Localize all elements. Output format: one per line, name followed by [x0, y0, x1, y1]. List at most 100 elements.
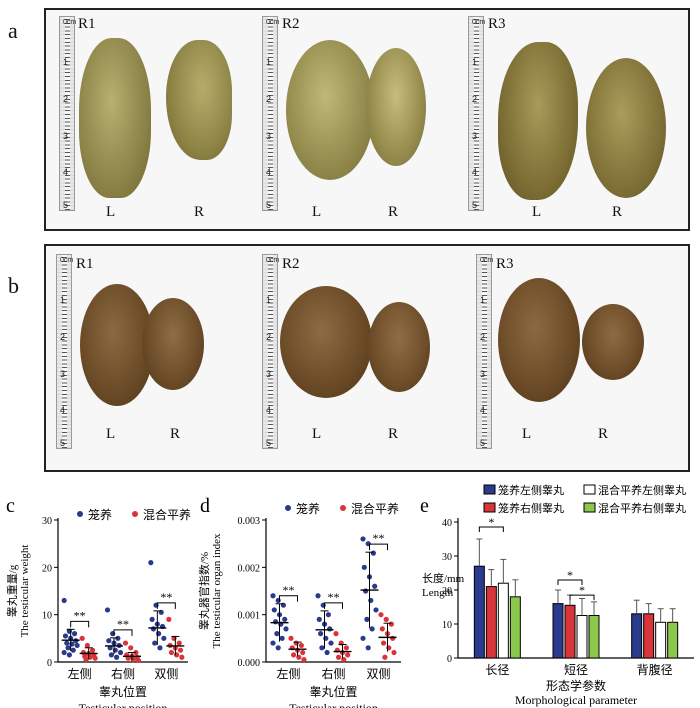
data-point [74, 642, 80, 649]
data-point [122, 640, 129, 646]
bar [509, 596, 521, 659]
data-point [315, 593, 321, 599]
data-point [112, 647, 118, 653]
ruler: 0cm 1 2 3 4 5 [59, 16, 76, 211]
legend-marker-cage [285, 505, 291, 511]
data-point [274, 631, 280, 637]
testis-right-image [586, 58, 666, 198]
bar [473, 565, 485, 659]
significance-bracket [478, 526, 504, 532]
data-point [319, 645, 325, 651]
x-tick-label: 长径 [485, 663, 509, 677]
legend-label-mixed: 混合平养 [351, 501, 399, 516]
legend-marker-mixed [132, 511, 138, 517]
right-label: R [194, 204, 205, 220]
y-axis-label-en: The testicular organ index [211, 533, 223, 648]
testis-left-image [498, 278, 580, 402]
x-axis-label-cn: 形态学参数 [546, 678, 606, 693]
data-point [66, 652, 72, 658]
legend-label: 混合平养右侧睾丸 [598, 501, 686, 515]
data-point [324, 649, 330, 656]
x-tick-label: 背腹径 [637, 663, 673, 677]
data-point [283, 626, 289, 632]
y-axis-label-cn: 睾丸重量/g [5, 564, 19, 617]
bar [643, 613, 655, 659]
sample-tag: R1 [76, 256, 94, 272]
data-point [71, 631, 78, 637]
sample-tag: R3 [496, 256, 514, 272]
testis-left-image [286, 40, 374, 180]
significance-bracket [557, 579, 583, 585]
sample-tag: R2 [282, 16, 300, 32]
x-axis-label-en: Morphological parameter [515, 693, 637, 707]
significance-bracket [113, 629, 133, 636]
ruler: 0cm 1 2 3 4 5 [476, 254, 493, 449]
sample-tag: R2 [282, 256, 300, 272]
data-point [270, 593, 276, 599]
legend-marker-cage [77, 511, 83, 517]
significance-label: ** [283, 583, 295, 597]
data-point [275, 597, 281, 604]
data-point [372, 583, 378, 589]
data-point [316, 616, 322, 622]
x-axis-label-en: Testicular position [79, 701, 168, 708]
data-point [365, 645, 371, 651]
data-point [69, 641, 75, 647]
y-tick-label: 0.002 [238, 563, 261, 574]
x-tick-label: 右侧 [321, 666, 345, 681]
left-label: L [312, 426, 322, 442]
data-point [64, 640, 70, 646]
left-label: L [106, 204, 116, 220]
y-tick-label: 20 [442, 586, 452, 597]
data-point [271, 607, 277, 613]
data-point [345, 652, 351, 658]
data-point [150, 626, 157, 632]
data-point [386, 645, 392, 651]
data-point [379, 626, 385, 632]
bar [497, 582, 509, 659]
data-point [293, 640, 299, 646]
data-point [166, 616, 172, 622]
x-axis-label-cn: 睾丸位置 [309, 684, 357, 699]
testis-right-image [142, 298, 204, 390]
data-point [318, 631, 324, 637]
y-tick-label: 40 [442, 518, 452, 529]
right-label: R [170, 426, 181, 442]
data-point [104, 607, 111, 613]
data-point [89, 647, 96, 653]
y-tick-label: 0 [47, 658, 52, 669]
y-axis-label-cn: 睾丸器官指数/% [197, 552, 211, 630]
data-point [328, 640, 334, 646]
data-point [117, 649, 124, 656]
data-point [270, 640, 276, 646]
data-point [383, 616, 389, 622]
x-tick-label: 双侧 [366, 667, 390, 681]
data-point [360, 536, 366, 542]
right-label: R [612, 204, 623, 220]
left-label: L [532, 204, 542, 220]
y-tick-label: 0 [447, 654, 452, 665]
data-point [83, 657, 89, 663]
data-point [157, 645, 163, 651]
x-tick-label: 左侧 [276, 666, 300, 681]
data-point [128, 645, 134, 651]
data-point [320, 602, 326, 608]
significance-bracket [156, 602, 176, 609]
data-point [323, 635, 329, 641]
right-label: R [598, 426, 609, 442]
legend-label: 笼养左侧睾丸 [498, 483, 564, 497]
data-point [341, 657, 347, 663]
x-tick-label: 双侧 [154, 667, 178, 681]
data-point [149, 616, 155, 622]
data-point [390, 635, 396, 641]
left-label: L [106, 426, 116, 442]
ruler: 0cm 1 2 3 4 5 [56, 254, 73, 449]
data-point [361, 564, 367, 570]
data-point [79, 635, 85, 641]
data-point [296, 654, 302, 660]
chart-panel-c: c 笼养 混合平养 0 10 20 30 睾丸重量/g The testicular weig… [5, 495, 191, 708]
significance-bracket [324, 602, 343, 609]
ruler: 0cm 1 2 3 4 5 [262, 16, 279, 211]
bar [552, 603, 564, 659]
sample-tag: R3 [488, 16, 506, 32]
